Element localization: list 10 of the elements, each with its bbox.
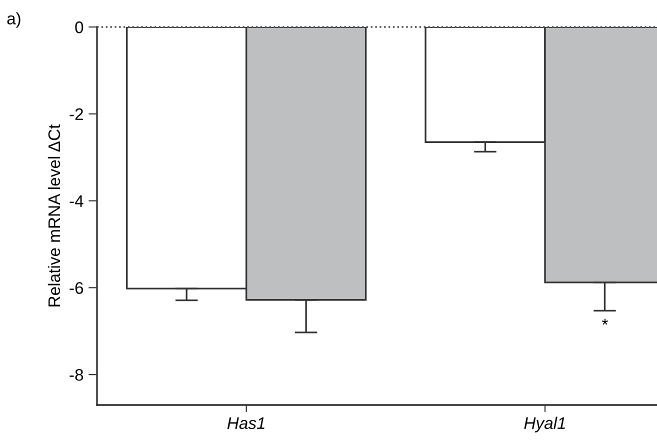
y-tick-label: 0 <box>75 21 84 34</box>
x-tick-label: Hyal1 <box>524 416 565 432</box>
y-tick-label: -2 <box>70 108 83 120</box>
y-axis-title: Relative mRNA level ΔCt <box>48 124 60 306</box>
annotation: * <box>602 318 608 325</box>
y-tick-label: -8 <box>70 368 84 381</box>
y-tick-label: -6 <box>70 282 84 294</box>
text: a) <box>7 12 20 28</box>
x-tick-label: Has1 <box>227 417 264 430</box>
y-tick-label: -4 <box>70 195 84 207</box>
